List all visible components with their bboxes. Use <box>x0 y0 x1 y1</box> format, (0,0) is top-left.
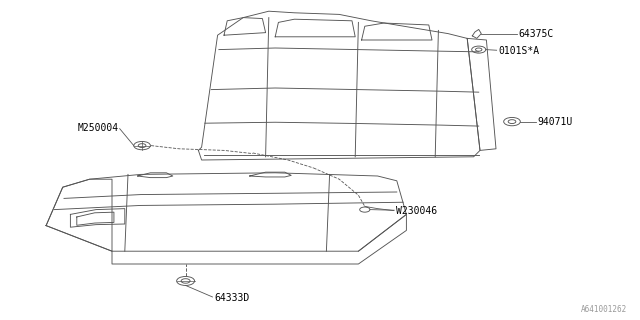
Text: 64375C: 64375C <box>518 28 554 39</box>
Text: M250004: M250004 <box>77 123 118 133</box>
Text: A641001262: A641001262 <box>581 305 627 314</box>
Text: 0101S*A: 0101S*A <box>498 46 539 56</box>
Text: 94071U: 94071U <box>538 116 573 127</box>
Text: W230046: W230046 <box>396 206 436 216</box>
Text: 64333D: 64333D <box>214 293 250 303</box>
